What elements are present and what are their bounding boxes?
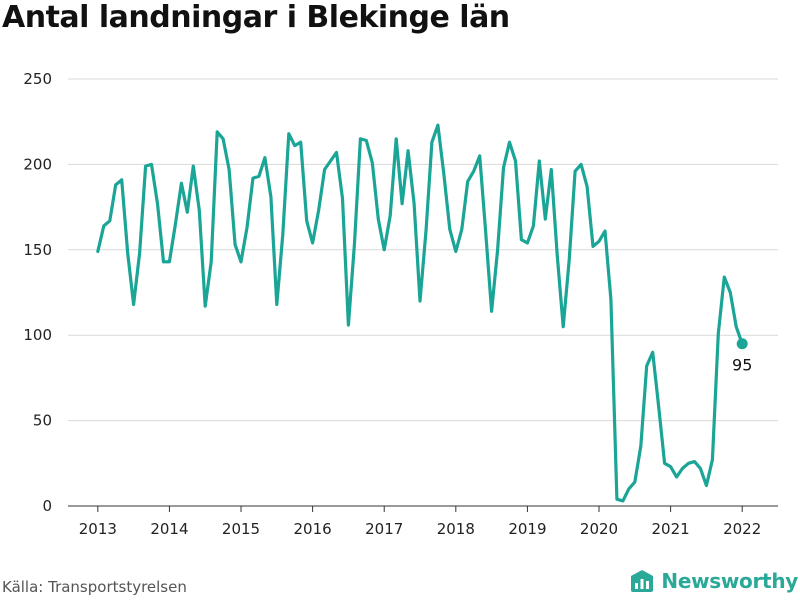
x-tick-label: 2014 [150,520,188,538]
chart-title: Antal landningar i Blekinge län [2,0,510,35]
newsworthy-logo-icon [631,570,654,592]
last-point-marker [736,338,748,350]
x-tick-label: 2018 [437,520,475,538]
source-note: Källa: Transportstyrelsen [2,578,187,596]
x-tick-label: 2021 [652,520,690,538]
last-value-label: 95 [732,356,752,375]
brand-logo[interactable]: Newsworthy [629,568,798,594]
x-tick-label: 2017 [365,520,403,538]
y-tick-label: 250 [23,70,52,88]
y-tick-label: 50 [33,412,52,430]
y-tick-label: 200 [23,155,52,173]
x-tick-label: 2019 [508,520,546,538]
series-line [96,123,744,503]
x-axis: 2013 2014 2015 2016 2017 2018 2019 2020 2021 2022 [68,505,778,538]
x-tick-label: 2015 [222,520,260,538]
x-tick-label: 2013 [79,520,117,538]
brand-name: Newsworthy [661,569,798,593]
x-tick-label: 2020 [580,520,618,538]
y-tick-label: 0 [42,497,52,515]
x-tick-label: 2016 [294,520,332,538]
y-axis: 0 50 100 150 200 250 [23,70,52,515]
y-tick-label: 100 [23,326,52,344]
y-tick-label: 150 [23,241,52,259]
series-layer: 95 [96,123,752,503]
x-tick-label: 2022 [723,520,761,538]
